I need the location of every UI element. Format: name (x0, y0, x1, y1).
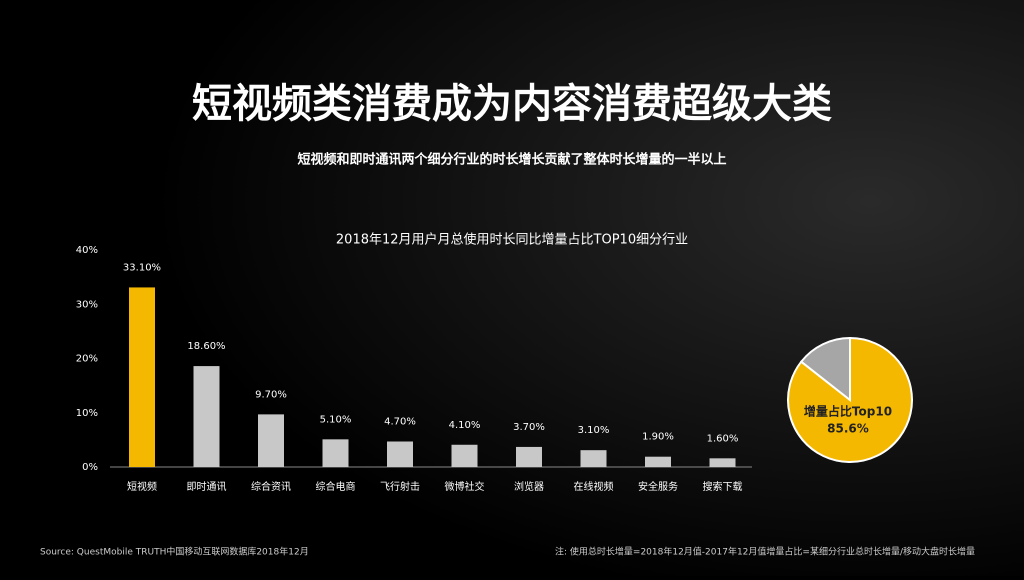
value-label: 1.60% (707, 433, 739, 444)
y-tick-label: 0% (82, 462, 98, 473)
x-tick-label: 即时通讯 (187, 481, 227, 493)
bar (322, 439, 349, 467)
value-label: 18.60% (187, 341, 225, 352)
title: 短视频类消费成为内容消费超级大类 (192, 81, 832, 127)
x-tick-label: 综合资讯 (251, 480, 291, 493)
pie-label: 增量占比Top10 (804, 404, 892, 419)
bar (516, 446, 542, 467)
value-label: 4.10% (449, 420, 481, 431)
pie-slice (799, 336, 851, 403)
x-tick-label: 搜索下载 (703, 480, 743, 493)
source: Source: QuestMobile TRUTH中国移动互联网数据库2018年… (40, 546, 309, 558)
y-tick-label: 30% (76, 299, 98, 310)
bar (129, 287, 155, 467)
value-label: 3.70% (513, 422, 545, 433)
chart-title: 2018年12月用户月总使用时长同比增量占比TOP10细分行业 (336, 232, 688, 248)
bar (451, 444, 478, 467)
bar (258, 414, 284, 467)
value-label: 33.10% (123, 262, 161, 273)
x-tick-label: 飞行射击 (380, 480, 420, 493)
note: 注: 使用总时长增量=2018年12月值-2017年12月值增量占比=某细分行业… (555, 546, 975, 558)
bar (645, 456, 671, 467)
x-tick-label: 综合电商 (316, 480, 356, 493)
value-label: 1.90% (642, 432, 674, 443)
value-label: 4.70% (384, 417, 416, 428)
x-tick-label: 安全服务 (638, 480, 678, 493)
x-tick-label: 浏览器 (514, 480, 544, 493)
x-tick-label: 短视频 (127, 480, 157, 493)
x-tick-label: 在线视频 (574, 480, 614, 493)
bar (709, 458, 736, 467)
y-tick-label: 20% (76, 354, 98, 365)
bar (387, 441, 413, 467)
y-tick-label: 40% (76, 245, 98, 256)
bar (580, 450, 607, 467)
y-tick-label: 10% (76, 408, 98, 419)
subtitle: 短视频和即时通讯两个细分行业的时长增长贡献了整体时长增量的一半以上 (297, 152, 726, 168)
x-tick-label: 微博社交 (445, 480, 485, 493)
value-label: 9.70% (255, 389, 287, 400)
value-label: 5.10% (320, 414, 352, 425)
pie-value-label: 85.6% (827, 422, 869, 436)
value-label: 3.10% (578, 425, 610, 436)
bar (193, 366, 220, 467)
